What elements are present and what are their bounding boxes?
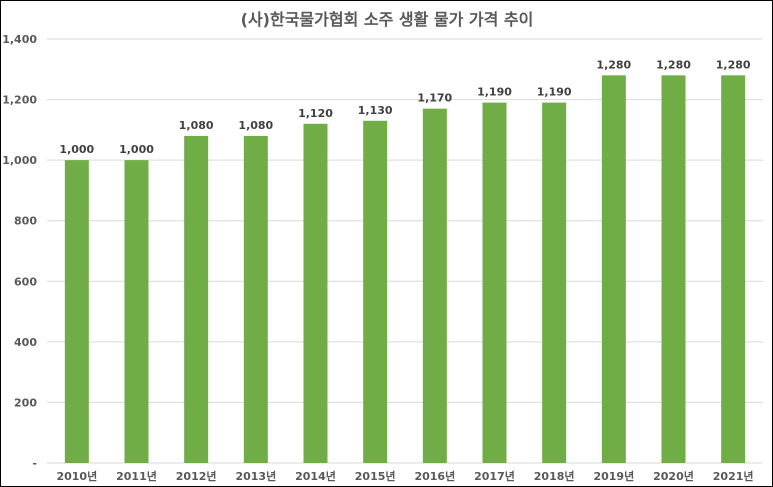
bar [601, 75, 626, 463]
data-label: 1,080 [238, 119, 273, 132]
x-tick-label: 2017년 [474, 469, 515, 483]
bar [363, 120, 388, 464]
y-tick-label: 200 [14, 396, 37, 409]
data-label: 1,280 [656, 58, 691, 71]
data-label: 1,190 [537, 86, 572, 99]
x-tick-label: 2018년 [534, 469, 575, 483]
bar [661, 75, 686, 463]
data-label: 1,130 [358, 104, 393, 117]
x-tick-label: 2016년 [414, 469, 455, 483]
bar [124, 160, 149, 463]
x-tick-label: 2020년 [653, 469, 694, 483]
x-tick-label: 2012년 [176, 469, 217, 483]
data-label: 1,120 [298, 107, 333, 120]
data-label: 1,000 [119, 143, 154, 156]
gridlines [47, 38, 763, 464]
bar [482, 102, 507, 463]
chart-title: (사)한국물가협회 소주 생활 물가 가격 추이 [241, 10, 534, 29]
bar [64, 160, 89, 463]
bar [243, 135, 268, 463]
data-label: 1,190 [477, 86, 512, 99]
bars [64, 75, 746, 464]
x-tick-label: 2011년 [116, 469, 157, 483]
data-label: 1,000 [59, 143, 94, 156]
bar [721, 75, 746, 463]
y-tick-label: 1,200 [2, 94, 37, 107]
x-tick-label: 2021년 [713, 469, 754, 483]
x-tick-label: 2015년 [355, 469, 396, 483]
y-tick-label: 800 [14, 215, 37, 228]
y-tick-label: - [32, 457, 37, 470]
bar [542, 102, 567, 463]
x-tick-label: 2013년 [235, 469, 276, 483]
data-label: 1,170 [417, 92, 452, 105]
y-tick-label: 600 [14, 275, 37, 288]
data-labels: 1,000 1,000 1,080 1,080 1,120 1,130 1,170 1,190… [59, 58, 750, 156]
y-tick-label: 1,400 [2, 33, 37, 46]
x-tick-label: 2019년 [593, 469, 634, 483]
y-axis-tick-labels: - 200 400 600 800 1,000 1,200 1,400 [2, 33, 37, 470]
bar [422, 108, 447, 464]
bar [303, 123, 328, 464]
x-tick-label: 2010년 [56, 469, 97, 483]
y-tick-label: 1,000 [2, 154, 37, 167]
data-label: 1,080 [179, 119, 214, 132]
x-tick-label: 2014년 [295, 469, 336, 483]
x-axis-tick-labels: 2010년 2011년 2012년 2013년 2014년 2015년 2016년 2017년… [56, 469, 753, 483]
bar [184, 135, 209, 463]
data-label: 1,280 [596, 58, 631, 71]
y-tick-label: 400 [14, 336, 37, 349]
data-label: 1,280 [716, 58, 751, 71]
